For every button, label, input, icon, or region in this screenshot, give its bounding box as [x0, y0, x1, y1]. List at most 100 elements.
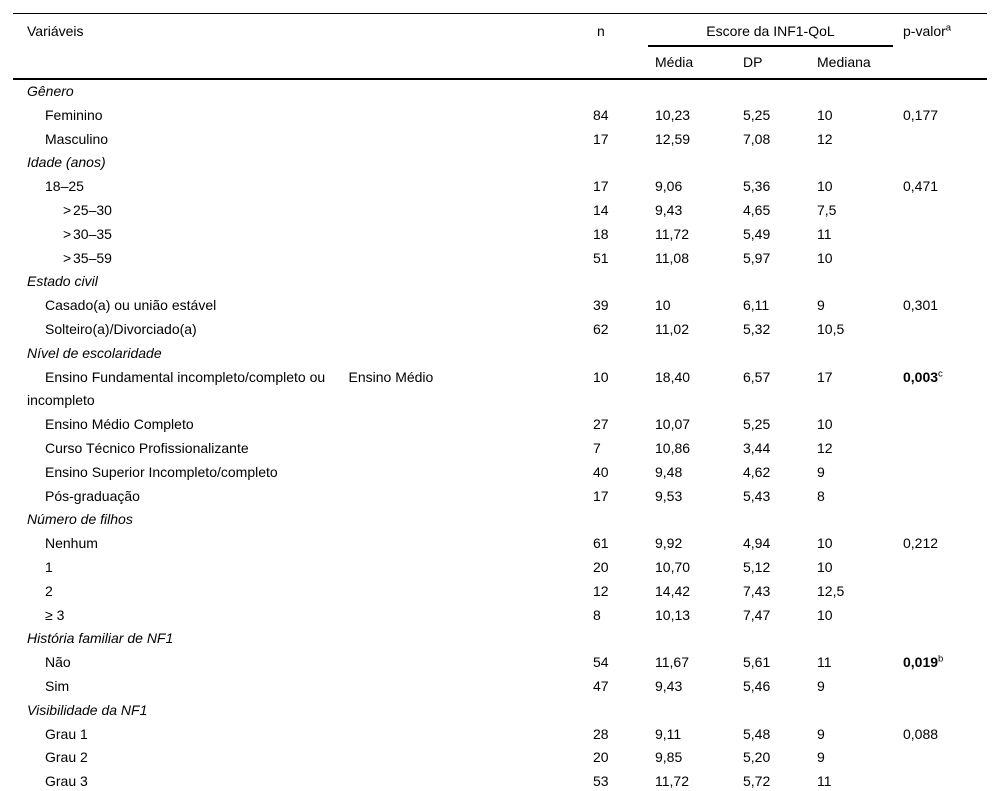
cell-dp: [743, 342, 817, 366]
table-row: 2 12 14,42 7,43 12,5: [13, 580, 987, 604]
table-row: ≥ 3 8 10,13 7,47 10: [13, 604, 987, 628]
cell-n: 61: [593, 535, 609, 552]
row-label: Masculino: [45, 130, 109, 147]
greater-than-prefix: >: [63, 201, 72, 218]
section-row: Número de filhos: [13, 508, 987, 532]
cell-n: 18: [593, 225, 609, 242]
cell-mediana: 10: [817, 535, 833, 552]
cell-n: 17: [593, 178, 609, 195]
cell-media: 9,92: [655, 535, 683, 552]
cell-dp: 5,43: [743, 487, 771, 504]
pvalue-text: 0,471: [903, 178, 939, 195]
cell-mediana: 10,5: [817, 320, 845, 337]
cell-mediana: 10: [817, 416, 833, 433]
section-row: Idade (anos): [13, 151, 987, 175]
cell-pvalue: [903, 318, 987, 342]
table-row: Sim 47 9,43 5,46 9: [13, 675, 987, 699]
row-label: Grau 3: [45, 773, 88, 790]
header-media: Média: [655, 54, 694, 70]
cell-pvalue: [903, 746, 987, 770]
pvalue-text: 0,088: [903, 725, 939, 742]
cell-pvalue: [903, 151, 987, 175]
cell-pvalue: 0,471: [903, 175, 987, 199]
cell-dp: 4,65: [743, 201, 771, 218]
cell-pvalue: [903, 627, 987, 651]
cell-dp: 3,44: [743, 439, 771, 456]
row-label: >25–30: [13, 199, 593, 223]
cell-mediana: [817, 151, 903, 175]
cell-mediana: 9: [817, 749, 825, 766]
cell-n: 47: [593, 677, 609, 694]
cell-mediana: 12,5: [817, 582, 845, 599]
cell-mediana: [817, 270, 903, 294]
cell-mediana: 8: [817, 487, 825, 504]
cell-dp: 7,08: [743, 130, 771, 147]
cell-mediana: 9: [817, 297, 825, 314]
header-pvalue-text: p-valor: [903, 23, 946, 39]
cell-dp: 5,46: [743, 677, 771, 694]
table-row: Ensino Fundamental incompleto/completo o…: [13, 366, 987, 414]
cell-dp: 7,47: [743, 606, 771, 623]
greater-than-prefix: >: [63, 225, 72, 242]
cell-pvalue: [903, 675, 987, 699]
header-mediana: Mediana: [817, 54, 871, 70]
cell-n: 40: [593, 463, 609, 480]
cell-mediana: [817, 80, 903, 104]
cell-pvalue: [903, 508, 987, 532]
row-label: Curso Técnico Profissionalizante: [45, 439, 249, 456]
table-row: Grau 2 20 9,85 5,20 9: [13, 746, 987, 770]
pvalue-text: 0,301: [903, 297, 939, 314]
cell-pvalue: [903, 461, 987, 485]
cell-n: [593, 627, 655, 651]
header-n: n: [597, 23, 605, 39]
row-label: História familiar de NF1: [27, 630, 174, 647]
group-underline-rule: [648, 45, 893, 47]
cell-dp: 5,36: [743, 178, 771, 195]
cell-dp: 5,12: [743, 558, 771, 575]
table-row: Grau 1 28 9,11 5,48 9 0,088: [13, 723, 987, 747]
cell-dp: 6,11: [743, 297, 770, 314]
row-label: Ensino Fundamental incompleto/completo o…: [27, 368, 434, 409]
table-row: Ensino Superior Incompleto/completo 40 9,4…: [13, 461, 987, 485]
cell-mediana: 9: [817, 725, 825, 742]
cell-pvalue: [903, 485, 987, 509]
cell-media: 11,72: [655, 773, 689, 790]
cell-n: 12: [593, 582, 609, 599]
row-label: Estado civil: [27, 273, 98, 290]
cell-media: 14,42: [655, 582, 691, 599]
cell-media: 10,07: [655, 416, 691, 433]
table-body: Gênero Feminino 84 10,23 5,25 10 0,177 Masculin…: [13, 80, 987, 791]
row-label: 1: [45, 558, 53, 575]
cell-pvalue: 0,177: [903, 104, 987, 128]
cell-pvalue: [903, 770, 987, 791]
cell-n: 84: [593, 106, 609, 123]
row-label: Casado(a) ou união estável: [45, 297, 217, 314]
cell-media: 9,53: [655, 487, 683, 504]
row-label: Número de filhos: [27, 511, 133, 528]
cell-mediana: 12: [817, 439, 833, 456]
table-row: Feminino 84 10,23 5,25 10 0,177: [13, 104, 987, 128]
cell-media: 9,11: [655, 725, 682, 742]
cell-media: 10,13: [655, 606, 691, 623]
row-label: 2: [45, 582, 53, 599]
row-label: 18–25: [45, 178, 84, 195]
row-label: Solteiro(a)/Divorciado(a): [45, 320, 197, 337]
cell-media: [655, 342, 743, 366]
cell-mediana: 10: [817, 106, 833, 123]
row-label: Ensino Médio Completo: [45, 416, 194, 433]
cell-media: 9,43: [655, 677, 683, 694]
cell-n: [593, 80, 655, 104]
cell-dp: 5,49: [743, 225, 771, 242]
cell-dp: [743, 80, 817, 104]
cell-mediana: 12: [817, 130, 833, 147]
cell-media: 9,06: [655, 178, 683, 195]
cell-dp: 4,94: [743, 535, 771, 552]
stats-table: Variáveis n Escore da INF1-QoL p-valora …: [13, 13, 987, 791]
cell-mediana: 9: [817, 677, 825, 694]
cell-pvalue: 0,212: [903, 532, 987, 556]
cell-dp: [743, 508, 817, 532]
cell-n: 27: [593, 416, 609, 433]
cell-mediana: 9: [817, 463, 825, 480]
cell-mediana: 10: [817, 178, 833, 195]
